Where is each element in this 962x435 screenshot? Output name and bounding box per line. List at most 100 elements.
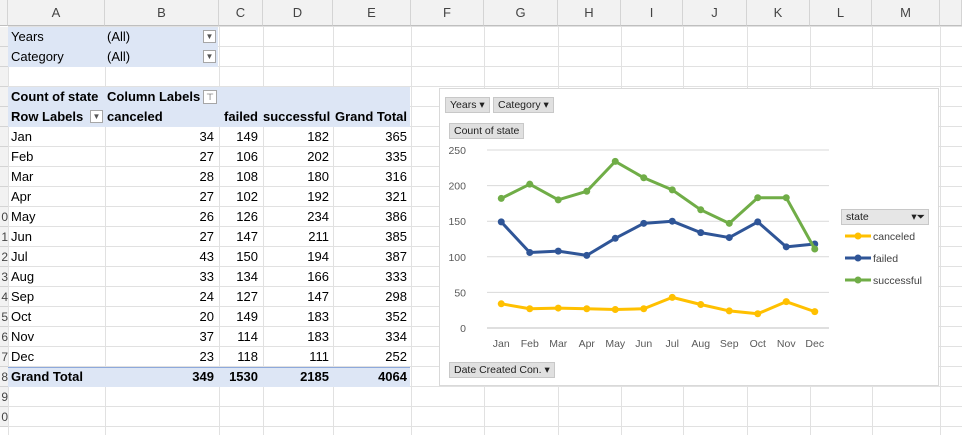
y-tick-label: 0: [460, 323, 466, 335]
column-header-f[interactable]: F: [411, 0, 484, 26]
y-tick-label: 200: [448, 181, 466, 193]
data-point-failed: [497, 218, 505, 226]
column-header-k[interactable]: K: [747, 0, 810, 26]
legend-label-successful: successful: [873, 275, 922, 287]
data-point-failed: [526, 249, 534, 257]
row-header[interactable]: [0, 107, 8, 127]
legend-label-canceled: canceled: [873, 231, 915, 243]
data-point-canceled: [640, 305, 648, 313]
y-tick-label: 100: [448, 252, 466, 264]
x-tick-label: Jun: [635, 338, 652, 350]
pivot-cell-successful: 202: [307, 149, 329, 164]
data-point-successful: [526, 180, 534, 188]
row-header[interactable]: [0, 167, 8, 187]
pivot-cell-canceled: 33: [199, 269, 214, 284]
row-header[interactable]: 0: [0, 407, 8, 427]
row-label-month: Apr: [11, 189, 32, 204]
column-header-m[interactable]: M: [872, 0, 940, 26]
column-header-a[interactable]: A: [8, 0, 105, 26]
pivot-cell-successful: 211: [308, 229, 329, 244]
pivot-cell-canceled: 28: [199, 169, 214, 184]
row-header[interactable]: 7: [0, 347, 8, 367]
row-gridline: [8, 386, 962, 387]
series-line-failed: [500, 219, 815, 257]
pivot-cell-total: 298: [385, 289, 407, 304]
grand-total-band: [8, 367, 410, 387]
pivot-cell-total: 333: [385, 269, 407, 284]
row-gridline: [8, 426, 962, 427]
select-all-corner[interactable]: [0, 0, 8, 26]
legend-label-failed: failed: [873, 253, 898, 265]
pivot-cell-canceled: 26: [199, 209, 214, 224]
pivot-cell-failed: 108: [236, 169, 258, 184]
pivot-cell-successful: 183: [307, 329, 329, 344]
row-header[interactable]: 3: [0, 267, 8, 287]
category-filter-dropdown-button[interactable]: ▼: [203, 50, 216, 63]
pivot-cell-total: 334: [385, 329, 407, 344]
data-point-successful: [782, 194, 790, 202]
row-header[interactable]: [0, 47, 8, 67]
row-header[interactable]: [0, 187, 8, 207]
row-header[interactable]: 1: [0, 227, 8, 247]
chart-category-label: Category: [498, 99, 541, 111]
x-tick-label: Nov: [777, 338, 796, 350]
row-header[interactable]: 0: [0, 207, 8, 227]
row-label-month: Nov: [11, 329, 35, 344]
column-gridline: [219, 26, 220, 435]
column-header-g[interactable]: G: [484, 0, 558, 26]
chart-category-field-button[interactable]: Category ▾: [493, 97, 554, 113]
data-point-successful: [754, 194, 762, 202]
pivot-cell-total: 387: [385, 249, 407, 264]
row-header[interactable]: 6: [0, 327, 8, 347]
column-header-i[interactable]: I: [621, 0, 683, 26]
data-point-failed: [754, 218, 762, 226]
row-header[interactable]: [0, 147, 8, 167]
data-point-canceled: [697, 301, 705, 309]
dropdown-arrow-icon: ▾: [544, 364, 550, 376]
pivot-cell-canceled: 27: [199, 189, 214, 204]
pivot-cell-successful: 147: [307, 289, 329, 304]
row-label-month: Mar: [11, 169, 34, 184]
chart-years-field-button[interactable]: Years ▾: [445, 97, 490, 113]
row-header[interactable]: [0, 127, 8, 147]
grand-total-failed: 1530: [229, 369, 258, 384]
row-header[interactable]: 4: [0, 287, 8, 307]
column-header-h[interactable]: H: [558, 0, 621, 26]
row-header[interactable]: [0, 67, 8, 87]
pivot-cell-total: 365: [385, 129, 407, 144]
data-point-canceled: [526, 305, 534, 313]
column-labels-filter-button[interactable]: ⊤: [203, 90, 217, 104]
column-header-c[interactable]: C: [219, 0, 263, 26]
row-labels-filter-button[interactable]: ▼: [90, 110, 103, 123]
filter-label-category: Category: [11, 49, 64, 64]
years-filter-dropdown-button[interactable]: ▼: [203, 30, 216, 43]
y-tick-label: 250: [448, 145, 466, 157]
filter-label-years: Years: [11, 29, 44, 44]
row-header[interactable]: 8: [0, 367, 8, 387]
column-header-d[interactable]: D: [263, 0, 333, 26]
row-gridline: [8, 86, 962, 87]
chart-value-field-button[interactable]: Count of state: [449, 123, 525, 139]
column-header-filler: [940, 0, 962, 26]
column-gridline: [333, 26, 334, 435]
column-header-b[interactable]: B: [105, 0, 219, 26]
chart-axis-field-button[interactable]: Date Created Con. ▾: [449, 362, 555, 378]
header-canceled: canceled: [107, 109, 163, 124]
pivot-cell-failed: 114: [237, 329, 258, 344]
x-tick-label: Feb: [521, 338, 539, 350]
row-header[interactable]: 2: [0, 247, 8, 267]
chart-legend-field-button[interactable]: state ▾⏷: [841, 209, 929, 225]
data-point-canceled: [782, 298, 790, 306]
legend-swatch-marker: [854, 232, 862, 240]
pivot-cell-successful: 192: [307, 189, 329, 204]
row-header[interactable]: [0, 27, 8, 47]
row-header[interactable]: 9: [0, 387, 8, 407]
column-header-j[interactable]: J: [683, 0, 747, 26]
row-header[interactable]: 5: [0, 307, 8, 327]
column-header-l[interactable]: L: [810, 0, 872, 26]
column-header-e[interactable]: E: [333, 0, 411, 26]
pivot-chart[interactable]: Years ▾ Category ▾ Count of state Date C…: [439, 88, 939, 386]
data-point-successful: [497, 194, 505, 202]
row-header[interactable]: [0, 87, 8, 107]
pivot-cell-successful: 194: [307, 249, 329, 264]
